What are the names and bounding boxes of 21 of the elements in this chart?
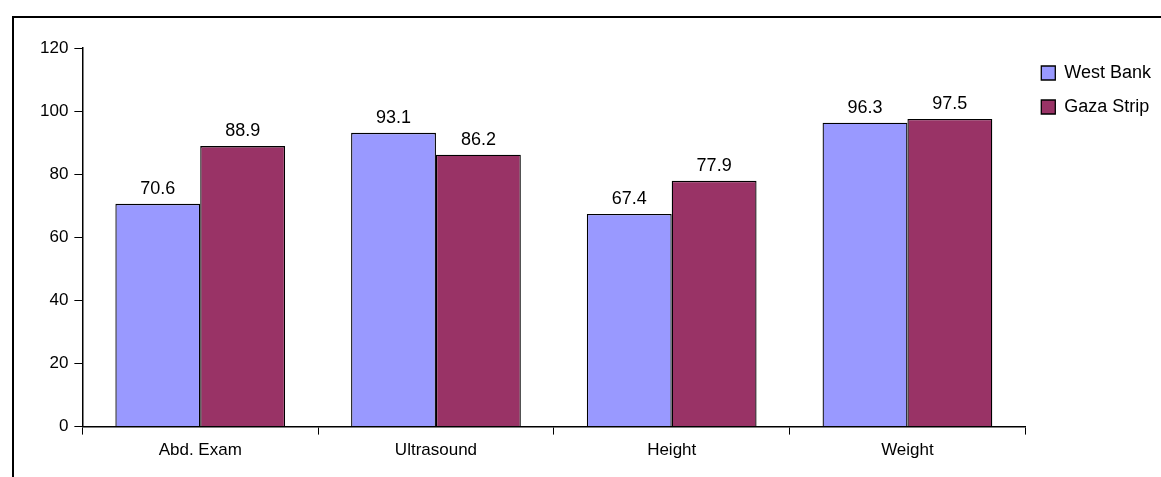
data-label: 67.4 (611, 187, 647, 208)
data-label: 97.5 (932, 92, 968, 113)
data-label: 70.6 (140, 177, 176, 198)
data-label: 93.1 (376, 106, 412, 127)
data-label: 88.9 (225, 120, 261, 141)
x-tick-label: Ultrasound (394, 440, 478, 460)
y-tick-label: 20 (49, 353, 69, 373)
y-tick-label: 80 (49, 163, 69, 183)
x-tick-label: Height (647, 440, 697, 460)
y-tick-label: 40 (49, 290, 69, 310)
data-label: 77.9 (696, 154, 732, 175)
x-tick-label: Abd. Exam (158, 440, 242, 460)
data-label: 96.3 (847, 96, 883, 117)
legend-label: West Bank (1064, 61, 1152, 82)
y-tick-label: 100 (39, 100, 69, 120)
legend-label: Gaza Strip (1064, 95, 1150, 116)
y-tick-label: 120 (39, 37, 69, 57)
y-tick-label: 60 (49, 226, 69, 246)
x-tick-label: Weight (881, 440, 934, 460)
y-tick-label: 0 (58, 416, 69, 436)
data-label: 86.2 (460, 128, 496, 149)
